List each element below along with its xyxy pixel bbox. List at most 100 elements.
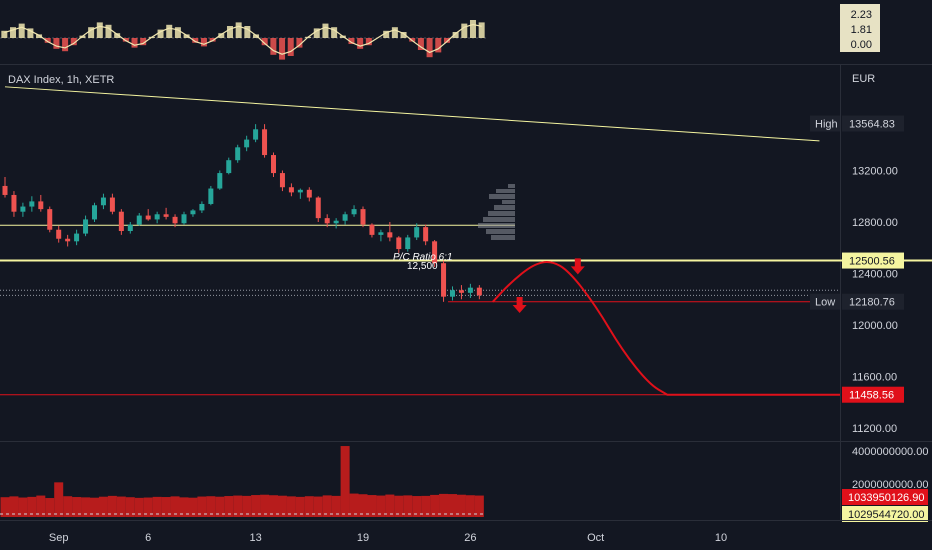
volume-bar xyxy=(98,496,108,517)
candle-body xyxy=(11,194,17,212)
volume-bar xyxy=(107,495,117,517)
volume-bar xyxy=(197,496,207,517)
candle-body xyxy=(172,216,178,224)
volume-bar xyxy=(456,494,466,517)
volume-tick-label: 4000000000.00 xyxy=(852,446,928,458)
volume-bar xyxy=(179,497,189,517)
volume-bar xyxy=(134,497,144,517)
candle-body xyxy=(271,155,276,174)
oscillator-bar xyxy=(122,38,129,42)
candle-body xyxy=(92,205,97,220)
price-tag-value: 12180.76 xyxy=(849,297,895,309)
time-tick-label: 6 xyxy=(145,532,151,544)
candle-body xyxy=(414,227,420,238)
candle-body xyxy=(199,203,205,211)
oscillator-bar xyxy=(105,24,112,38)
oscillator-bar xyxy=(322,23,329,38)
down-arrow-icon[interactable] xyxy=(570,258,585,275)
volume-bar xyxy=(394,495,404,517)
oscillator-bar xyxy=(417,38,424,50)
oscillator-bar xyxy=(235,22,242,38)
candle-body xyxy=(244,139,250,148)
oscillator-bar xyxy=(391,27,398,38)
volume-bar xyxy=(349,493,359,517)
candle-body xyxy=(118,211,124,232)
volume-bar xyxy=(448,494,457,517)
oscillator-bar xyxy=(218,33,225,38)
oscillator-bar xyxy=(131,38,138,48)
oscillator-bar xyxy=(270,38,277,55)
oscillator-pane[interactable]: 2.23 1.81 0.00 xyxy=(0,4,880,60)
oscillator-scale-label: 2.23 xyxy=(851,9,872,21)
time-tick-label: 10 xyxy=(715,532,727,544)
candle-body xyxy=(29,201,35,207)
candle-body xyxy=(333,220,339,224)
oscillator-bar xyxy=(469,20,476,38)
volume-bar xyxy=(188,497,198,517)
volume-bar xyxy=(358,494,368,517)
price-tag-bg xyxy=(842,252,904,269)
candle-body xyxy=(208,188,214,204)
oscillator-bar xyxy=(192,38,199,43)
volume-bar xyxy=(0,497,10,517)
trendline[interactable] xyxy=(4,86,820,142)
candle-body xyxy=(369,224,375,235)
projection-arrows[interactable] xyxy=(512,258,585,313)
volume-axis[interactable]: 4000000000.00 2000000000.00 xyxy=(852,446,928,491)
candle-body xyxy=(315,197,321,219)
candle-body xyxy=(190,210,196,215)
candlestick-series[interactable] xyxy=(2,124,482,302)
oscillator-bar xyxy=(174,27,181,38)
oscillator-bar xyxy=(88,27,95,38)
volume-bar xyxy=(331,495,341,517)
price-axis[interactable]: 13200.00 12800.00 12400.00 12000.00 11600.00… xyxy=(852,166,898,436)
projection-curve[interactable] xyxy=(492,261,840,396)
oscillator-scale-label: 0.00 xyxy=(851,39,872,51)
down-arrow-icon[interactable] xyxy=(512,296,527,313)
volume-bar xyxy=(45,498,55,517)
candle-body xyxy=(145,215,151,220)
pc-ratio-label: P/C Ratio 6:1 xyxy=(393,252,452,263)
oscillator-bar xyxy=(313,28,320,38)
volume-bar xyxy=(313,496,323,517)
candle-body xyxy=(288,187,294,193)
oscillator-line xyxy=(4,23,482,55)
candle-body xyxy=(360,209,366,225)
volume-bar xyxy=(465,495,475,517)
volume-bars xyxy=(0,446,484,517)
chart-title: DAX Index, 1h, XETR xyxy=(8,74,114,86)
oscillator-bar xyxy=(53,38,60,49)
candle-body xyxy=(297,189,303,193)
oscillator-bar xyxy=(140,38,147,46)
time-axis[interactable]: Sep 6 13 19 26 Oct 10 xyxy=(49,532,727,544)
candle-body xyxy=(432,241,438,264)
candle-body xyxy=(378,232,384,235)
volume-bar xyxy=(143,497,153,517)
oscillator-bar xyxy=(279,38,286,60)
candle-body xyxy=(450,290,455,297)
candle-body xyxy=(74,233,80,242)
volume-bar xyxy=(9,496,19,517)
price-tag-bg xyxy=(842,386,904,403)
oscillator-bar xyxy=(253,34,260,38)
price-tag-bg xyxy=(842,115,904,132)
volume-tag-value: 1029544720.00 xyxy=(848,509,924,521)
volume-bar xyxy=(277,495,287,517)
oscillator-scale-label: 1.81 xyxy=(851,24,872,36)
oscillator-bar xyxy=(226,26,233,38)
price-tag-label-bg xyxy=(810,115,840,132)
oscillator-bar xyxy=(114,33,121,38)
candle-body xyxy=(476,287,482,296)
volume-bar xyxy=(269,495,278,517)
oscillator-bar xyxy=(287,38,294,56)
volume-bar xyxy=(322,495,332,517)
candle-body xyxy=(109,197,115,212)
price-tick-label: 11200.00 xyxy=(852,423,897,435)
price-tick-label: 12800.00 xyxy=(852,217,898,229)
time-tick-label: 26 xyxy=(464,532,476,544)
volume-bar xyxy=(161,497,171,517)
price-tick-label: 12400.00 xyxy=(852,269,898,281)
volume-bar xyxy=(233,495,243,517)
